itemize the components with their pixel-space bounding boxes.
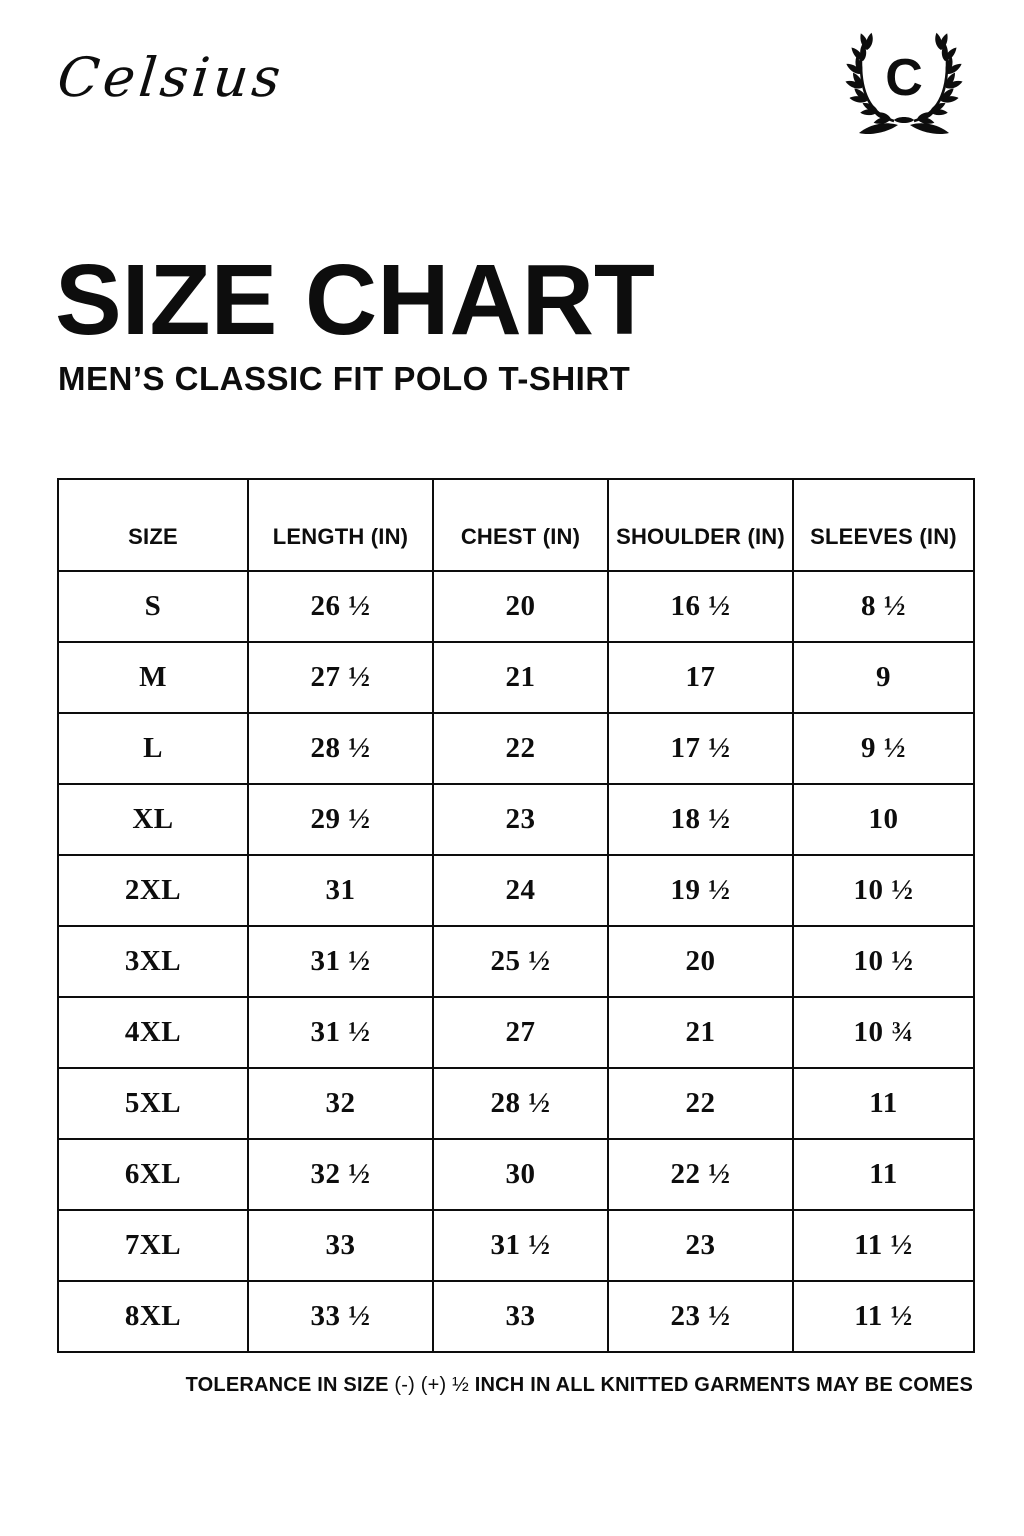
- measurement-cell: 18 ½: [607, 783, 794, 856]
- measurement-cell: 11 ½: [792, 1280, 975, 1353]
- column-header: SHOULDER (IN): [607, 478, 794, 572]
- size-label-cell: S: [57, 570, 249, 643]
- page-title: SIZE CHART: [55, 244, 655, 356]
- measurement-cell: 27 ½: [247, 641, 434, 714]
- measurement-cell: 11: [792, 1067, 975, 1140]
- measurement-cell: 32: [247, 1067, 434, 1140]
- column-header: SIZE: [57, 478, 249, 572]
- size-row: XL 29 ½ 23 18 ½ 10: [57, 783, 975, 856]
- measurement-cell: 8 ½: [792, 570, 975, 643]
- measurement-cell: 28 ½: [432, 1067, 609, 1140]
- measurement-cell: 25 ½: [432, 925, 609, 998]
- measurement-cell: 17: [607, 641, 794, 714]
- measurement-cell: 22 ½: [607, 1138, 794, 1211]
- size-label-cell: 2XL: [57, 854, 249, 927]
- measurement-cell: 32 ½: [247, 1138, 434, 1211]
- measurement-cell: 33: [247, 1209, 434, 1282]
- measurement-cell: 19 ½: [607, 854, 794, 927]
- size-row: 6XL 32 ½ 30 22 ½ 11: [57, 1138, 975, 1211]
- size-row: 4XL 31 ½ 27 21 10 ¾: [57, 996, 975, 1069]
- measurement-cell: 9 ½: [792, 712, 975, 785]
- measurement-cell: 28 ½: [247, 712, 434, 785]
- column-header: CHEST (IN): [432, 478, 609, 572]
- size-label-cell: 3XL: [57, 925, 249, 998]
- measurement-cell: 31 ½: [247, 925, 434, 998]
- measurement-cell: 33: [432, 1280, 609, 1353]
- size-label-cell: M: [57, 641, 249, 714]
- measurement-cell: 20: [607, 925, 794, 998]
- column-header: SLEEVES (IN): [792, 478, 975, 572]
- measurement-cell: 10 ½: [792, 854, 975, 927]
- measurement-cell: 10: [792, 783, 975, 856]
- size-label-cell: L: [57, 712, 249, 785]
- size-label-cell: 5XL: [57, 1067, 249, 1140]
- measurement-cell: 30: [432, 1138, 609, 1211]
- size-row: 2XL 31 24 19 ½ 10 ½: [57, 854, 975, 927]
- footnote-segment: INCH IN ALL KNITTED GARMENTS MAY BE COME…: [474, 1374, 973, 1396]
- measurement-cell: 16 ½: [607, 570, 794, 643]
- measurement-cell: 31: [247, 854, 434, 927]
- measurement-cell: 20: [432, 570, 609, 643]
- size-label-cell: 8XL: [57, 1280, 249, 1353]
- measurement-cell: 10 ¾: [792, 996, 975, 1069]
- measurement-cell: 23 ½: [607, 1280, 794, 1353]
- brand-script-logo: Celsius: [54, 46, 288, 109]
- size-row: 5XL 32 28 ½ 22 11: [57, 1067, 975, 1140]
- footnote-segment: (-) (+) ½: [394, 1374, 475, 1396]
- measurement-cell: 31 ½: [432, 1209, 609, 1282]
- size-row: 3XL 31 ½ 25 ½ 20 10 ½: [57, 925, 975, 998]
- size-label-cell: 6XL: [57, 1138, 249, 1211]
- size-label-cell: 4XL: [57, 996, 249, 1069]
- size-row: 7XL 33 31 ½ 23 11 ½: [57, 1209, 975, 1282]
- size-table: SIZE LENGTH (IN) CHEST (IN) SHOULDER (IN) SL…: [57, 478, 975, 1353]
- page-subtitle: MEN’S CLASSIC FIT POLO T-SHIRT: [58, 360, 631, 397]
- measurement-cell: 31 ½: [247, 996, 434, 1069]
- tolerance-note: TOLERANCE IN SIZE (-) (+) ½ INCH IN ALL …: [57, 1374, 973, 1397]
- measurement-cell: 10 ½: [792, 925, 975, 998]
- laurel-wreath-icon: C: [833, 24, 975, 135]
- brand-crest: C: [833, 24, 975, 148]
- measurement-cell: 11 ½: [792, 1209, 975, 1282]
- measurement-cell: 23: [607, 1209, 794, 1282]
- measurement-cell: 33 ½: [247, 1280, 434, 1353]
- size-row: 8XL 33 ½ 33 23 ½ 11 ½: [57, 1280, 975, 1353]
- size-table-header: SIZE LENGTH (IN) CHEST (IN) SHOULDER (IN) SL…: [57, 478, 975, 572]
- measurement-cell: 11: [792, 1138, 975, 1211]
- measurement-cell: 22: [432, 712, 609, 785]
- measurement-cell: 27: [432, 996, 609, 1069]
- measurement-cell: 21: [607, 996, 794, 1069]
- measurement-cell: 23: [432, 783, 609, 856]
- size-label-cell: 7XL: [57, 1209, 249, 1282]
- measurement-cell: 29 ½: [247, 783, 434, 856]
- size-label-cell: XL: [57, 783, 249, 856]
- measurement-cell: 26 ½: [247, 570, 434, 643]
- measurement-cell: 21: [432, 641, 609, 714]
- footnote-segment: TOLERANCE IN SIZE: [185, 1374, 395, 1396]
- measurement-cell: 22: [607, 1067, 794, 1140]
- size-row: M 27 ½ 21 17 9: [57, 641, 975, 714]
- measurement-cell: 24: [432, 854, 609, 927]
- monogram-letter: C: [885, 49, 923, 107]
- measurement-cell: 9: [792, 641, 975, 714]
- column-header: LENGTH (IN): [247, 478, 434, 572]
- measurement-cell: 17 ½: [607, 712, 794, 785]
